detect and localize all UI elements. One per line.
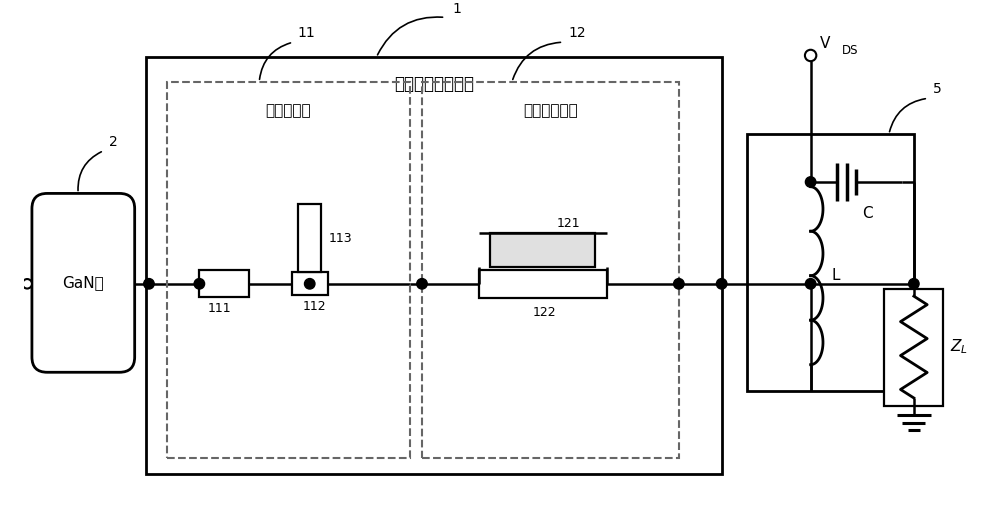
- Bar: [479, 269, 607, 298]
- Text: V: V: [820, 36, 831, 51]
- Bar: [490, 233, 595, 267]
- Circle shape: [805, 177, 816, 187]
- Text: 113: 113: [329, 232, 352, 245]
- Text: 双线匹配电路: 双线匹配电路: [523, 103, 578, 118]
- Bar: [199, 270, 249, 297]
- Bar: [146, 57, 722, 474]
- Text: 预匹配电路: 预匹配电路: [266, 103, 311, 118]
- FancyBboxPatch shape: [32, 193, 135, 372]
- Circle shape: [909, 279, 919, 289]
- Circle shape: [417, 279, 427, 289]
- Circle shape: [194, 279, 205, 289]
- Text: C: C: [862, 206, 873, 221]
- Text: 双线输出匹配电路: 双线输出匹配电路: [394, 75, 474, 93]
- Bar: [298, 204, 321, 272]
- Circle shape: [805, 50, 816, 61]
- Bar: [884, 288, 943, 406]
- Text: DS: DS: [842, 44, 859, 57]
- Text: 121: 121: [557, 218, 581, 230]
- Text: GaN管: GaN管: [62, 275, 104, 290]
- Circle shape: [22, 279, 32, 288]
- Bar: [292, 272, 328, 295]
- Circle shape: [304, 279, 315, 289]
- Circle shape: [805, 279, 816, 289]
- Text: 111: 111: [208, 302, 231, 315]
- Circle shape: [144, 279, 154, 289]
- Text: L: L: [832, 268, 840, 283]
- Text: 122: 122: [533, 306, 557, 319]
- Bar: [422, 82, 679, 458]
- Text: 12: 12: [568, 26, 586, 40]
- Text: $Z_L$: $Z_L$: [950, 338, 968, 357]
- Text: 11: 11: [298, 26, 316, 40]
- Text: 1: 1: [452, 2, 461, 15]
- Bar: [747, 134, 914, 391]
- Text: 5: 5: [933, 83, 942, 96]
- Circle shape: [674, 279, 684, 289]
- Circle shape: [716, 279, 727, 289]
- Text: 112: 112: [303, 300, 326, 313]
- Text: 2: 2: [109, 135, 117, 149]
- Bar: [167, 82, 410, 458]
